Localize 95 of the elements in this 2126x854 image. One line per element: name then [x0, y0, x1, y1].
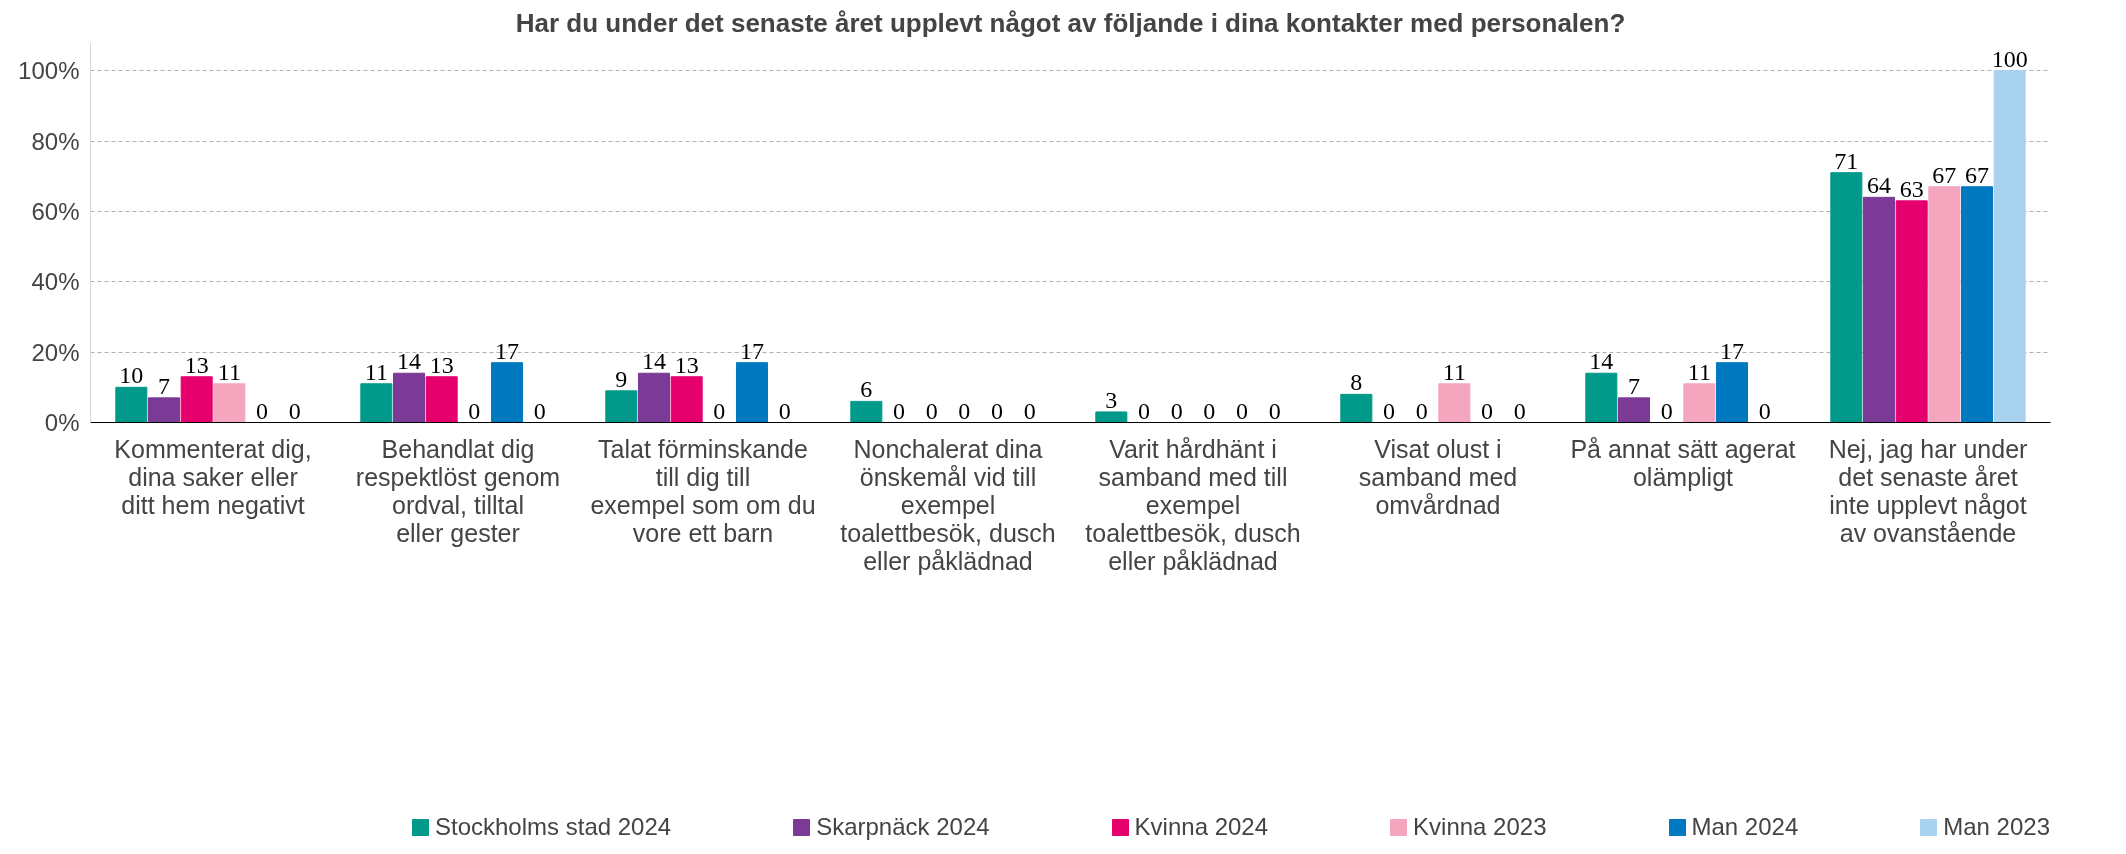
data-label: 67 [1965, 161, 1989, 188]
bar [392, 372, 426, 423]
data-label: 0 [1758, 397, 1771, 424]
legend-label: Stockholms stad 2024 [435, 813, 672, 841]
data-label: 0 [1513, 397, 1526, 424]
bar [1993, 70, 2026, 423]
data-label: 0 [713, 397, 726, 424]
bar [213, 383, 246, 423]
data-label: 13 [184, 351, 209, 378]
data-label: 0 [533, 397, 546, 424]
data-label: 13 [429, 351, 454, 378]
data-label: 11 [217, 358, 241, 385]
bar [1095, 411, 1128, 423]
data-label: 63 [1899, 175, 1924, 202]
bar [1617, 397, 1651, 423]
data-label: 10 [119, 362, 144, 389]
legend-label: Man 2023 [1943, 813, 2050, 841]
bar [425, 376, 458, 423]
bar [1895, 200, 1928, 423]
bar [360, 383, 393, 423]
bar [1830, 172, 1863, 423]
bar [1928, 186, 1961, 423]
data-label: 0 [1203, 397, 1216, 424]
data-label: 0 [1481, 397, 1493, 424]
data-label: 0 [1236, 397, 1248, 424]
y-tick-label: 80% [31, 127, 80, 155]
y-tick-label: 60% [31, 197, 80, 225]
bar [1438, 383, 1471, 423]
data-label: 100 [1991, 45, 2028, 72]
data-label: 14 [642, 348, 666, 375]
data-label: 0 [991, 397, 1003, 424]
data-label: 0 [893, 397, 905, 424]
data-label: 0 [1383, 397, 1395, 424]
bar [670, 376, 703, 423]
legend-label: Kvinna 2023 [1413, 813, 1547, 841]
bar [115, 386, 148, 423]
bar [637, 372, 671, 423]
bar [605, 390, 638, 423]
y-tick-label: 40% [31, 268, 80, 296]
legend-label: Skarpnäck 2024 [816, 813, 990, 841]
x-tick-label: På annat sätt agerat olämpligt [1570, 434, 1796, 491]
bar [735, 362, 769, 423]
bar [1683, 383, 1716, 423]
data-label: 7 [158, 372, 170, 399]
data-label: 14 [397, 348, 421, 375]
data-label: 71 [1834, 147, 1859, 174]
x-tick-label: Nej, jag har under det senaste året inte upplevt något av ovanstående [1828, 434, 2028, 547]
bar [1715, 362, 1749, 423]
bar [180, 376, 213, 423]
x-tick-label: Visat olust i samband med omvårdnad [1358, 434, 1518, 519]
data-label: 11 [364, 358, 388, 385]
data-label: 17 [740, 337, 764, 364]
data-label: 0 [778, 397, 791, 424]
x-tick-label: Nonchalerat dina önskemål vid till exempel toalettbesök, dusch eller påklädnad [840, 434, 1056, 575]
data-label: 0 [958, 397, 971, 424]
data-label: 9 [615, 365, 628, 392]
y-tick-label: 20% [31, 338, 80, 366]
bar [850, 400, 883, 423]
bar [490, 362, 524, 423]
data-label: 0 [1138, 397, 1150, 424]
bar [147, 397, 181, 423]
data-label: 0 [1660, 397, 1673, 424]
data-label: 0 [256, 397, 268, 424]
data-label: 64 [1867, 172, 1891, 199]
x-tick-label: Kommenterat dig, dina saker eller ditt hem negativt [114, 434, 312, 519]
y-tick-label: 100% [18, 57, 80, 85]
legend-label: Man 2024 [1691, 813, 1799, 841]
data-label: 17 [495, 337, 519, 364]
data-label: 0 [1415, 397, 1428, 424]
data-label: 11 [1442, 358, 1466, 385]
bar [1862, 196, 1896, 423]
data-label: 13 [674, 351, 699, 378]
x-tick-label: Behandlat dig respektlöst genom ordval, tilltal eller gester [355, 434, 561, 547]
bar [1960, 186, 1994, 423]
legend-label: Kvinna 2024 [1134, 813, 1269, 841]
x-tick-label: Talat förminskande till dig till exempel som om du vore ett barn [590, 434, 816, 547]
bar [1585, 372, 1618, 423]
x-tick-label: Varit hårdhänt i samband med till exempel toalettbesök, dusch eller påklädnad [1085, 434, 1301, 575]
data-label: 0 [925, 397, 938, 424]
data-label: 67 [1932, 161, 1957, 188]
data-label: 0 [1268, 397, 1281, 424]
data-label: 6 [860, 376, 873, 403]
data-label: 11 [1687, 358, 1711, 385]
data-label: 8 [1350, 369, 1363, 396]
data-label: 0 [1023, 397, 1036, 424]
data-label: 0 [1170, 397, 1183, 424]
data-label: 14 [1589, 348, 1614, 375]
data-label: 0 [468, 397, 481, 424]
chart-title: Har du under det senaste året upplevt något av följande i dina kontakter med personalen? [515, 7, 1626, 38]
data-label: 0 [288, 397, 301, 424]
data-label: 17 [1720, 337, 1744, 364]
data-label: 3 [1105, 386, 1118, 413]
data-label: 7 [1628, 372, 1640, 399]
y-tick-label: 0% [44, 409, 80, 436]
bar [1340, 393, 1373, 423]
